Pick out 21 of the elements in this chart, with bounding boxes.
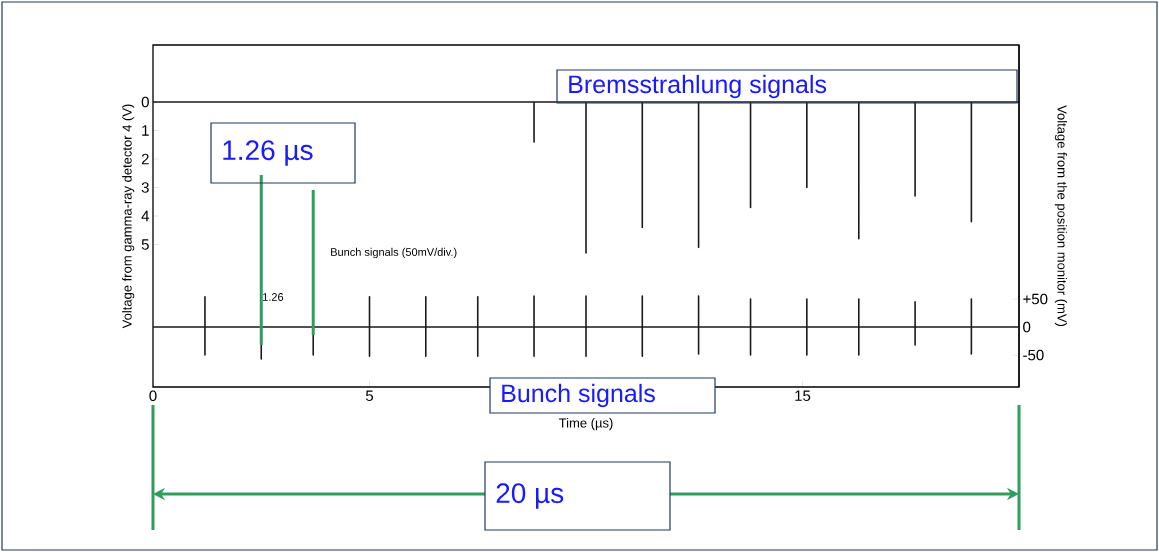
y-tick-label: 2 (141, 153, 149, 165)
y-tick-label: 0 (141, 96, 149, 108)
x-axis-title: Time (µs) (558, 418, 613, 431)
y2-tick-label: -50 (1023, 349, 1044, 361)
line-series (153, 295, 1020, 360)
y-tick-label: 1 (142, 125, 149, 136)
annotation: Bremsstrahlung signals (569, 74, 827, 99)
annotation: 1.26 µs (223, 140, 313, 166)
annotation: Bunch signals (50mV/div.) (331, 247, 457, 259)
y2-tick-label: 0 (1023, 321, 1031, 333)
y-axis-title: Voltage from gamma-ray detector 4 (V) (122, 104, 135, 329)
y-tick-label: 3 (141, 182, 149, 193)
x-tick-label: 5 (365, 390, 374, 401)
annotation: 1.26 (263, 293, 284, 301)
y2-tick-label: +50 (1023, 293, 1048, 305)
text: 20 µs (496, 483, 564, 509)
annotation: Bunch signals (502, 383, 655, 408)
y-tick-label: 4 (141, 210, 150, 222)
y2-axis-title: Voltage from the position monitor (mV) (1054, 105, 1067, 327)
x-tick-label: 15 (795, 390, 811, 401)
y-tick-label: 5 (141, 239, 149, 250)
